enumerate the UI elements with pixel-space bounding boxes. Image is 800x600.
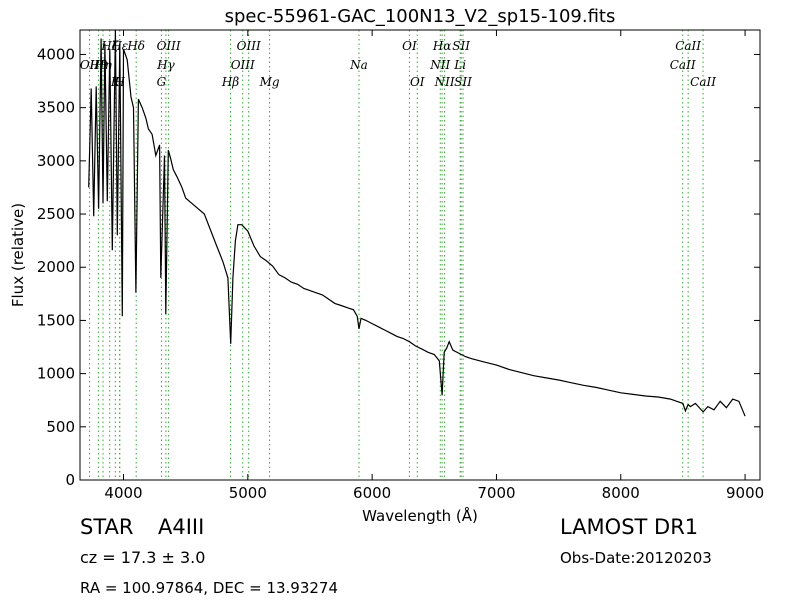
line-label: SII	[452, 39, 470, 53]
line-label: Hδ	[126, 39, 145, 53]
line-label: Hβ	[221, 75, 239, 89]
y-axis: 0 500 1000 1500 2000 2500 3000 3500 4000	[37, 45, 760, 489]
spectral-line-markers	[89, 30, 704, 480]
y-tick-label: 500	[46, 418, 75, 436]
x-tick-label: 8000	[602, 484, 640, 502]
x-axis: 4000 5000 6000 7000 8000 9000	[104, 30, 764, 502]
spectral-line-labels: OIIHθHηHζHεKHHδGHγOIIIHβOIIIOIIIMgNaOIOI…	[80, 39, 716, 89]
line-label: OII	[80, 58, 100, 72]
line-label: OIII	[157, 39, 181, 53]
x-tick-label: 6000	[353, 484, 391, 502]
y-tick-label: 0	[65, 471, 75, 489]
line-label: OI	[410, 75, 425, 89]
y-tick-label: 3500	[37, 99, 75, 117]
line-label: G	[157, 75, 167, 89]
line-label: CaII	[675, 39, 701, 53]
x-tick-label: 9000	[726, 484, 764, 502]
y-tick-label: 1500	[37, 311, 75, 329]
line-label: CaII	[670, 58, 696, 72]
line-label: OI	[402, 39, 417, 53]
redshift-value: cz = 17.3 ± 3.0	[80, 548, 206, 567]
x-tick-label: 5000	[229, 484, 267, 502]
y-axis-label: Flux (relative)	[9, 203, 27, 307]
line-label: Na	[349, 58, 368, 72]
line-label: NII	[434, 75, 455, 89]
chart-title: spec-55961-GAC_100N13_V2_sp15-109.fits	[225, 6, 616, 27]
coordinates: RA = 100.97864, DEC = 13.93274	[80, 579, 339, 597]
y-tick-label: 2500	[37, 205, 75, 223]
observation-date: Obs-Date:20120203	[560, 549, 712, 567]
line-label: NII	[429, 58, 450, 72]
spectrum-series-line	[88, 29, 746, 417]
object-class: STAR	[80, 515, 134, 539]
line-label: Hα	[432, 39, 452, 53]
line-label: OIII	[231, 58, 255, 72]
y-tick-label: 1000	[37, 365, 75, 383]
x-tick-label: 7000	[477, 484, 515, 502]
line-label: Hθ	[89, 58, 108, 72]
x-tick-label: 4000	[104, 484, 142, 502]
line-label: SII	[454, 75, 472, 89]
survey-name: LAMOST DR1	[560, 515, 699, 539]
y-tick-label: 3000	[37, 152, 75, 170]
x-axis-label: Wavelength (Å)	[362, 506, 478, 525]
object-subclass: A4III	[158, 515, 205, 539]
line-label: Hη	[93, 58, 112, 72]
plot-frame	[79, 29, 761, 481]
line-label: Mg	[259, 75, 280, 89]
y-tick-label: 2000	[37, 258, 75, 276]
line-label: Li	[453, 58, 466, 72]
line-label: OIII	[237, 39, 261, 53]
line-label: CaII	[690, 75, 716, 89]
y-tick-label: 4000	[37, 45, 75, 63]
line-label: Hγ	[156, 58, 175, 72]
